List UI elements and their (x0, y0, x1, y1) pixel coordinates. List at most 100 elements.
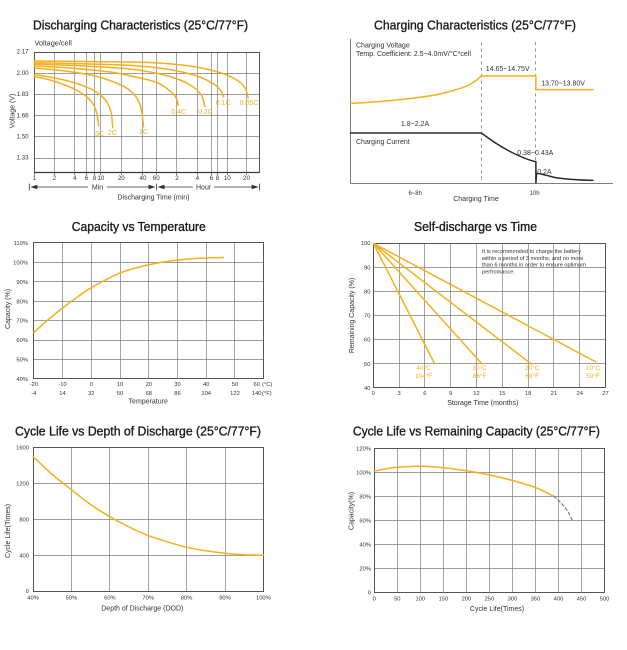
svg-text:2: 2 (175, 175, 179, 182)
svg-text:60%: 60% (16, 338, 28, 344)
svg-text:-10: -10 (58, 382, 66, 388)
svg-text:15: 15 (499, 391, 505, 397)
svg-text:80%: 80% (359, 494, 371, 500)
svg-text:200: 200 (462, 597, 472, 603)
svg-text:50: 50 (117, 391, 123, 397)
svg-text:Cycle Life(Times): Cycle Life(Times) (5, 504, 12, 558)
svg-text:Discharging Characteristics (2: Discharging Characteristics (25°C/77°F) (33, 17, 248, 32)
svg-text:14.65~14.75V: 14.65~14.75V (486, 66, 530, 73)
svg-text:400: 400 (19, 553, 29, 559)
svg-text:20°C: 20°C (525, 364, 540, 372)
svg-text:350: 350 (531, 597, 541, 603)
svg-text:Remaining Capacity (%): Remaining Capacity (%) (349, 278, 356, 353)
svg-text:Min: Min (92, 184, 103, 191)
svg-text:1.66: 1.66 (17, 112, 30, 119)
svg-text:perfromance.: perfromance. (482, 269, 515, 275)
svg-text:1.8~2.2A: 1.8~2.2A (401, 121, 430, 128)
svg-text:40%: 40% (16, 377, 28, 383)
svg-text:40%: 40% (359, 542, 371, 548)
svg-text:3C: 3C (95, 131, 104, 138)
svg-text:-4: -4 (31, 391, 37, 397)
svg-text:50%: 50% (16, 358, 28, 364)
svg-text:8: 8 (93, 175, 97, 182)
svg-text:21: 21 (551, 391, 557, 397)
svg-text:10: 10 (97, 175, 104, 182)
svg-text:Capacity (%): Capacity (%) (5, 289, 12, 329)
svg-text:9: 9 (449, 391, 452, 397)
svg-text:68°F: 68°F (525, 372, 539, 380)
svg-text:80%: 80% (16, 299, 28, 305)
svg-text:It is recommended to charge t: It is recommended to charge the battery (482, 249, 581, 255)
svg-text:90%: 90% (219, 595, 231, 601)
svg-text:0: 0 (373, 597, 376, 603)
svg-text:300: 300 (508, 597, 518, 603)
svg-text:400: 400 (554, 597, 564, 603)
svg-text:0.4C: 0.4C (171, 109, 186, 116)
svg-text:0.1C: 0.1C (216, 100, 231, 107)
svg-text:8: 8 (216, 175, 220, 182)
svg-text:60: 60 (153, 175, 160, 182)
svg-text:0: 0 (90, 382, 93, 388)
svg-text:40: 40 (140, 175, 147, 182)
svg-text:50: 50 (394, 597, 400, 603)
svg-text:Charging Characteristics (25°C: Charging Characteristics (25°C/77°F) (374, 17, 576, 32)
svg-text:100%: 100% (256, 595, 271, 601)
svg-text:Capacity(%): Capacity(%) (349, 492, 356, 530)
svg-text:4: 4 (73, 175, 77, 182)
svg-text:1600: 1600 (16, 446, 29, 452)
svg-text:0: 0 (372, 391, 375, 397)
svg-text:20: 20 (146, 382, 152, 388)
svg-text:50: 50 (364, 362, 370, 368)
svg-text:30°C: 30°C (472, 364, 487, 372)
svg-text:20: 20 (243, 175, 250, 182)
svg-text:Capacity vs Temperature: Capacity vs Temperature (72, 219, 206, 234)
svg-text:Temperature: Temperature (129, 399, 168, 406)
svg-text:20: 20 (118, 175, 125, 182)
svg-text:0.38~0.43A: 0.38~0.43A (517, 150, 553, 157)
svg-text:40: 40 (203, 382, 209, 388)
svg-text:(°C): (°C) (262, 382, 272, 388)
svg-text:1: 1 (33, 175, 37, 182)
svg-text:Charging Voltage: Charging Voltage (356, 43, 410, 50)
svg-text:150: 150 (439, 597, 449, 603)
svg-text:18: 18 (525, 391, 531, 397)
svg-text:120%: 120% (356, 446, 371, 452)
svg-text:10: 10 (224, 175, 231, 182)
svg-text:50: 50 (232, 382, 238, 388)
svg-text:40: 40 (364, 386, 370, 392)
svg-text:60%: 60% (359, 518, 371, 524)
svg-text:6: 6 (85, 175, 89, 182)
svg-text:27: 27 (602, 391, 608, 397)
svg-text:800: 800 (19, 517, 29, 523)
svg-text:40°C: 40°C (416, 364, 431, 372)
svg-text:60: 60 (253, 382, 259, 388)
svg-text:Cycle Life(Times): Cycle Life(Times) (470, 606, 524, 613)
svg-text:80%: 80% (181, 595, 193, 601)
svg-text:3: 3 (397, 391, 400, 397)
svg-text:Storage Time (months): Storage Time (months) (447, 400, 518, 407)
svg-text:0: 0 (368, 590, 371, 596)
svg-text:90%: 90% (16, 280, 28, 286)
svg-text:104°F: 104°F (415, 372, 432, 380)
svg-text:24: 24 (576, 391, 583, 397)
svg-text:0: 0 (26, 589, 29, 595)
svg-text:70%: 70% (142, 595, 154, 601)
svg-text:500: 500 (600, 597, 610, 603)
svg-text:within a period of 3 months, a: within a period of 3 months, and no more (481, 256, 583, 262)
svg-text:6: 6 (423, 391, 426, 397)
svg-text:104: 104 (201, 391, 211, 397)
svg-text:than 6 months in order to ensu: than 6 months in order to ensure optimum (482, 263, 586, 269)
svg-text:10: 10 (117, 382, 123, 388)
svg-text:122: 122 (230, 391, 240, 397)
svg-text:32: 32 (88, 391, 94, 397)
svg-text:50°F: 50°F (586, 372, 600, 380)
svg-text:0.2A: 0.2A (537, 169, 552, 176)
svg-text:4: 4 (196, 175, 200, 182)
svg-text:0.2C: 0.2C (198, 109, 213, 116)
svg-text:2: 2 (53, 175, 57, 182)
svg-text:Cycle Life vs Remaining Capaci: Cycle Life vs Remaining Capacity (25°C/7… (353, 424, 600, 439)
svg-text:50%: 50% (66, 595, 78, 601)
svg-text:14: 14 (59, 391, 66, 397)
svg-text:Cycle Life vs Depth of Dischar: Cycle Life vs Depth of Discharge (25°C/7… (15, 424, 261, 439)
svg-text:Discharging Time (min): Discharging Time (min) (118, 195, 190, 202)
